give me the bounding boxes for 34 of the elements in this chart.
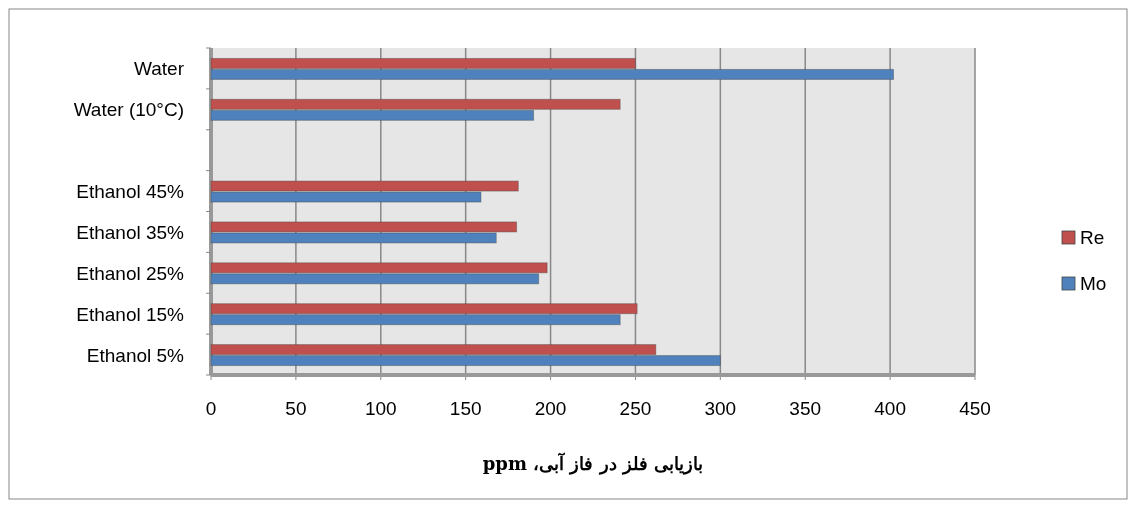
bar bbox=[210, 344, 657, 356]
x-axis-title: بازیابی فلز در فاز آبی، ppm bbox=[482, 452, 704, 475]
bar bbox=[210, 232, 497, 244]
y-tick-label: Ethanol 15% bbox=[76, 303, 185, 325]
bar bbox=[210, 303, 638, 315]
y-tick-label: Water (10°C) bbox=[73, 99, 184, 121]
y-tick-label: Ethanol 35% bbox=[76, 221, 185, 243]
y-tick-label: Ethanol 25% bbox=[76, 262, 185, 284]
bar bbox=[210, 180, 519, 192]
bar bbox=[210, 98, 621, 110]
bar bbox=[210, 221, 518, 233]
bar bbox=[210, 262, 548, 274]
bar bbox=[210, 57, 636, 69]
y-tick-label: Ethanol 5% bbox=[86, 344, 185, 366]
x-tick-label: 200 bbox=[534, 398, 567, 419]
x-tick-label: 50 bbox=[285, 398, 307, 419]
x-tick-label: 250 bbox=[619, 398, 652, 419]
bar bbox=[210, 191, 482, 203]
x-tick-label: 300 bbox=[704, 398, 737, 419]
bar bbox=[210, 273, 540, 285]
legend-label: Re bbox=[1080, 227, 1105, 248]
x-tick-label: 400 bbox=[874, 398, 906, 419]
y-tick-label: Ethanol 45% bbox=[76, 181, 185, 203]
legend-label: Mo bbox=[1080, 273, 1107, 294]
x-tick-label: 100 bbox=[364, 398, 397, 419]
x-tick-label: 350 bbox=[789, 398, 822, 419]
bar bbox=[210, 314, 621, 326]
x-tick-label: 450 bbox=[959, 398, 991, 419]
x-tick-label: 0 bbox=[205, 398, 217, 419]
bar bbox=[210, 109, 535, 121]
x-tick-label: 150 bbox=[449, 398, 482, 419]
y-tick-label: Water bbox=[134, 58, 185, 80]
bar bbox=[210, 68, 895, 80]
bar bbox=[210, 355, 721, 367]
